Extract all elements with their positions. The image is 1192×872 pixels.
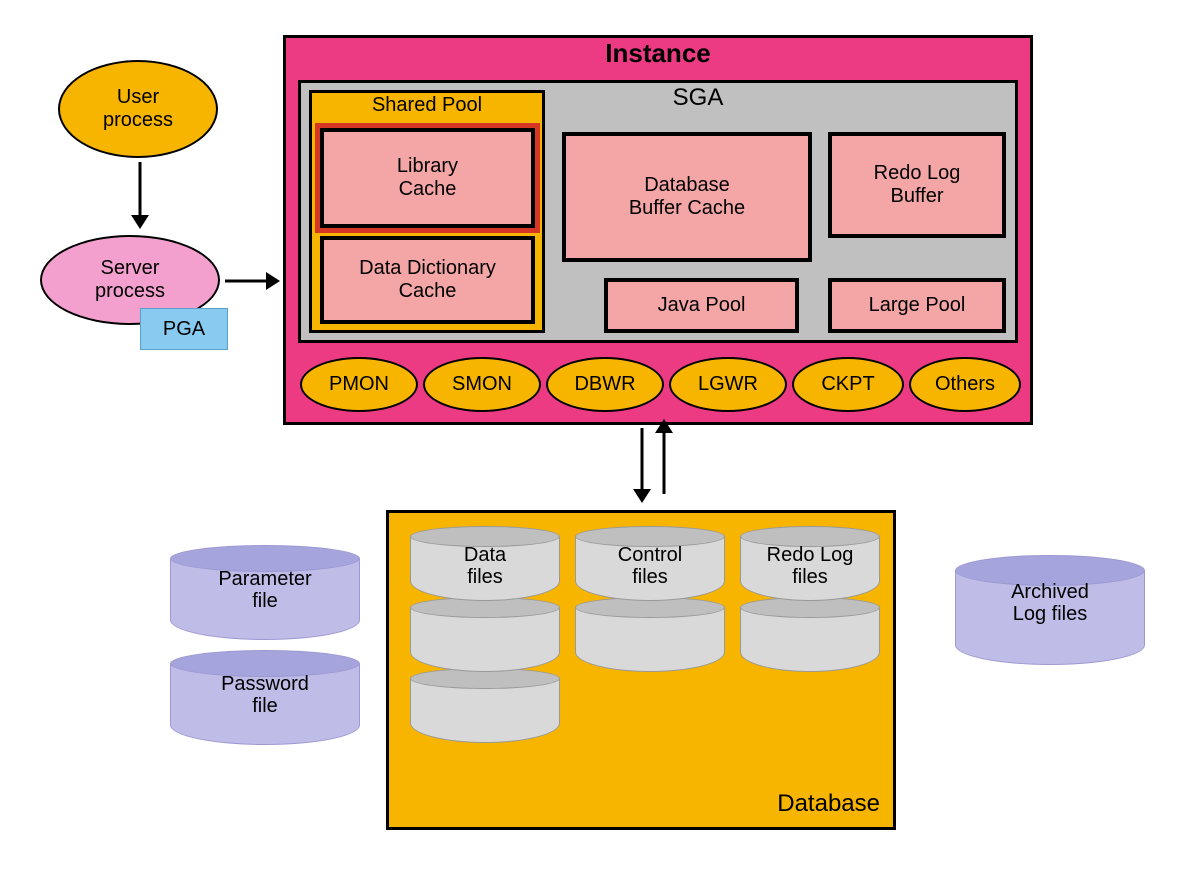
- bg-process-smon-label: SMON: [452, 373, 512, 396]
- db-buffer-cache-box: Database Buffer Cache: [562, 132, 812, 262]
- redo-log-files-cyl-1: [740, 597, 880, 672]
- bg-process-others-label: Others: [935, 373, 995, 396]
- archived-log-files-cyl-label: Archived Log files: [955, 581, 1145, 625]
- redo-log-buffer-box: Redo Log Buffer: [828, 132, 1006, 238]
- bg-process-ckpt: CKPT: [792, 357, 904, 412]
- redo-log-buffer-box-label: Redo Log Buffer: [874, 162, 961, 208]
- data-dictionary-cache-box: Data Dictionary Cache: [320, 236, 535, 324]
- bg-process-smon: SMON: [423, 357, 541, 412]
- bg-process-pmon: PMON: [300, 357, 418, 412]
- diagram-canvas: User process Server process PGA Instance SGA…: [0, 0, 1192, 872]
- instance-title: Instance: [283, 39, 1033, 69]
- large-pool-box-label: Large Pool: [869, 294, 966, 317]
- pga-box: PGA: [140, 308, 228, 350]
- bg-process-others: Others: [909, 357, 1021, 412]
- sga-title: SGA: [598, 84, 798, 112]
- data-files-cyl-2: [410, 668, 560, 743]
- java-pool-box-label: Java Pool: [658, 294, 746, 317]
- control-files-cyl-0: Control files: [575, 526, 725, 601]
- user-process-label: User process: [103, 86, 173, 132]
- instance-to-db: [630, 428, 680, 508]
- archived-log-files-cyl: Archived Log files: [955, 555, 1145, 665]
- server-process-label: Server process: [95, 257, 165, 303]
- redo-log-files-cyl-0-label: Redo Log files: [740, 544, 880, 588]
- bg-process-dbwr-label: DBWR: [574, 373, 635, 396]
- data-files-cyl-1: [410, 597, 560, 672]
- db-buffer-cache-box-label: Database Buffer Cache: [629, 174, 745, 220]
- java-pool-box: Java Pool: [604, 278, 799, 333]
- password-file-cyl-label: Password file: [170, 673, 360, 717]
- parameter-file-cyl-label: Parameter file: [170, 568, 360, 612]
- bg-process-ckpt-label: CKPT: [821, 373, 874, 396]
- user-to-server: [125, 162, 155, 234]
- parameter-file-cyl: Parameter file: [170, 545, 360, 640]
- password-file-cyl: Password file: [170, 650, 360, 745]
- bg-process-lgwr-label: LGWR: [698, 373, 758, 396]
- library-cache-box-label: Library Cache: [397, 155, 458, 201]
- data-files-cyl-0: Data files: [410, 526, 560, 601]
- shared-pool-title: Shared Pool: [309, 94, 545, 117]
- redo-log-files-cyl-0: Redo Log files: [740, 526, 880, 601]
- control-files-cyl-1: [575, 597, 725, 672]
- pga-label: PGA: [163, 318, 205, 341]
- bg-process-pmon-label: PMON: [329, 373, 389, 396]
- control-files-cyl-0-label: Control files: [575, 544, 725, 588]
- large-pool-box: Large Pool: [828, 278, 1006, 333]
- server-to-instance: [225, 266, 285, 296]
- data-dictionary-cache-box-label: Data Dictionary Cache: [359, 257, 496, 303]
- database-title: Database: [386, 790, 880, 818]
- bg-process-dbwr: DBWR: [546, 357, 664, 412]
- data-files-cyl-0-label: Data files: [410, 544, 560, 588]
- user-process: User process: [58, 60, 218, 158]
- bg-process-lgwr: LGWR: [669, 357, 787, 412]
- library-cache-box: Library Cache: [320, 128, 535, 228]
